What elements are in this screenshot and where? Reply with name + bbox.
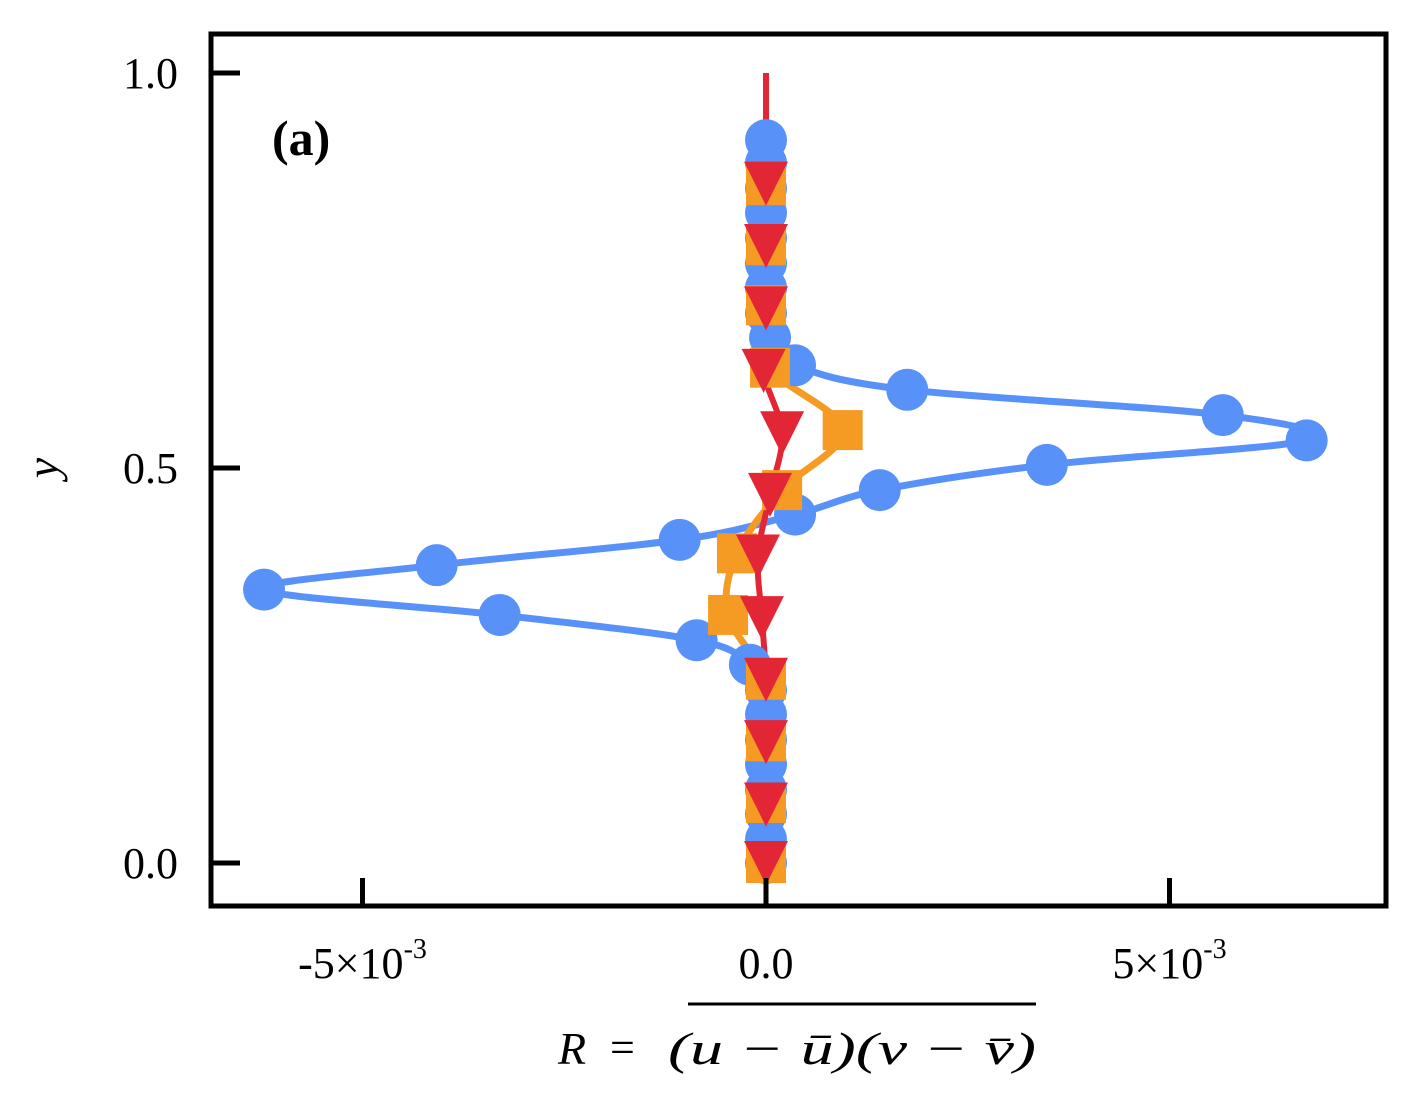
plot-frame [208, 31, 1389, 909]
x-axis-label-eq: = [610, 1023, 635, 1072]
plot-area [243, 73, 1328, 885]
x-tick-labels: -5×10-3 0.0 5×10-3 [298, 934, 1226, 988]
data-point-triangle [748, 472, 793, 517]
x-axis-label-lhs: R [557, 1023, 586, 1074]
axis-ticks [213, 70, 1172, 904]
data-point-triangle [744, 657, 788, 702]
data-point-triangle [744, 720, 788, 765]
data-point-square [708, 594, 749, 635]
data-point-triangle [735, 534, 780, 579]
y-tick-label: 0.0 [123, 839, 178, 888]
x-tick-label: 5×10-3 [1112, 934, 1226, 988]
data-point-circle [415, 544, 458, 587]
data-point-triangle [744, 782, 788, 827]
data-point-circle [1285, 419, 1328, 462]
data-point-triangle [744, 841, 788, 885]
x-axis-label: R = (u − ū)(v − v̄) [557, 1002, 1036, 1074]
y-axis-label: y [17, 457, 68, 482]
data-point-triangle [744, 161, 788, 206]
panel-label: (a) [272, 110, 330, 166]
data-point-circle [658, 518, 701, 561]
data-point-circle [1201, 394, 1244, 437]
data-point-circle [478, 593, 521, 636]
data-point-triangle [744, 224, 788, 269]
data-point-triangle [739, 596, 784, 641]
x-tick-label: 0.0 [739, 939, 794, 988]
data-point-circle [1025, 443, 1068, 486]
data-point-triangle [741, 348, 786, 393]
y-tick-label: 0.5 [123, 444, 178, 493]
data-point-triangle [760, 411, 805, 456]
x-tick-label: -5×10-3 [298, 934, 427, 988]
y-tick-label: 1.0 [123, 49, 178, 98]
red-triangles-markers [735, 161, 805, 885]
data-point-circle [243, 568, 286, 611]
data-point-circle [675, 619, 718, 662]
data-point-circle [886, 368, 929, 411]
data-point-square [822, 410, 863, 451]
x-axis-label-rhs: (u − ū)(v − v̄) [668, 1023, 1036, 1074]
data-point-circle [858, 469, 901, 512]
data-point-triangle [744, 286, 788, 331]
